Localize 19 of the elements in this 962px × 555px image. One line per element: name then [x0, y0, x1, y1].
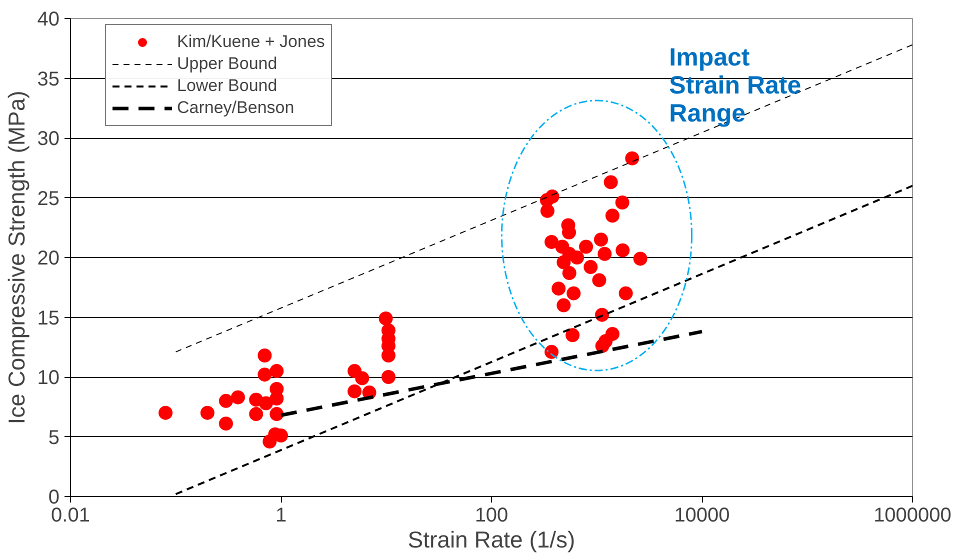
legend-label: Upper Bound — [177, 53, 278, 75]
x-tick-label: 10000 — [674, 504, 730, 526]
legend-label: Kim/Kuene + Jones — [177, 31, 325, 53]
annotation: Impact Strain Rate Range — [669, 43, 802, 128]
x-tick-label: 100 — [474, 504, 508, 526]
x-tick-label: 1000000 — [874, 504, 952, 526]
x-tick-label: 1 — [275, 504, 287, 526]
y-tick-label: 5 — [48, 426, 60, 449]
y-tick-label: 20 — [37, 248, 60, 270]
legend-label: Lower Bound — [177, 75, 278, 97]
y-axis-title: Ice Compressive Strength (MPa) — [3, 90, 30, 424]
y-tick-label: 30 — [37, 128, 60, 150]
y-tick-label: 10 — [37, 367, 60, 389]
y-tick-label: 15 — [37, 307, 60, 330]
x-axis-title: Strain Rate (1/s) — [408, 526, 576, 552]
y-tick-label: 35 — [37, 68, 60, 90]
legend-label: Carney/Benson — [177, 97, 294, 119]
y-tick-label: 25 — [37, 188, 60, 210]
y-tick-label: 40 — [37, 8, 60, 30]
